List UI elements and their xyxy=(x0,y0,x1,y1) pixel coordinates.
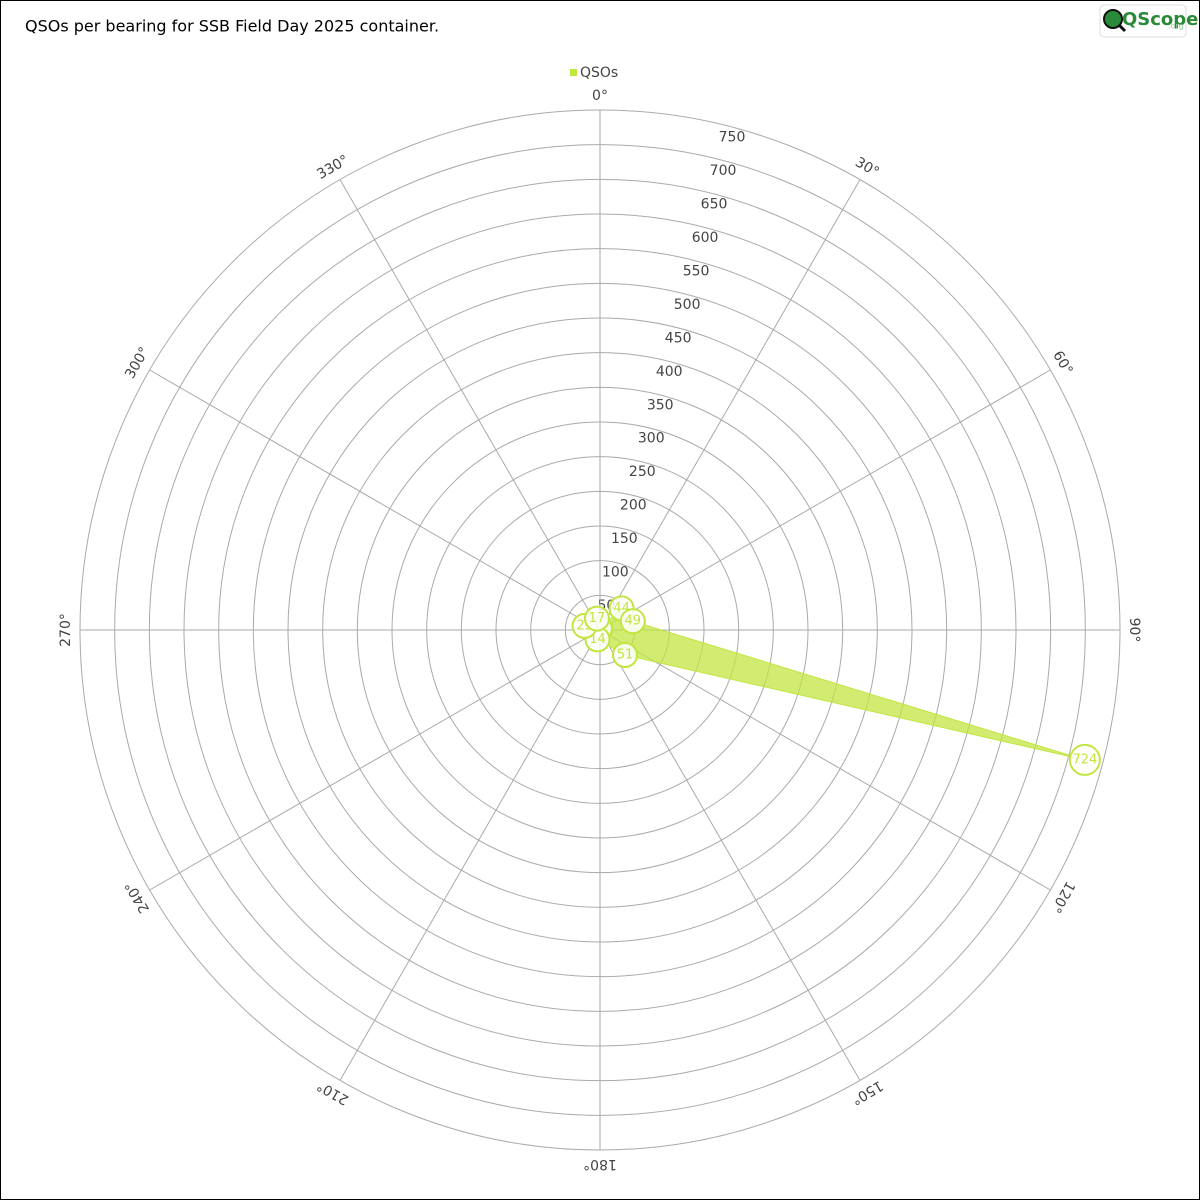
grid-spoke xyxy=(149,369,601,631)
r-tick-label: 150 xyxy=(611,531,638,547)
r-tick-label: 600 xyxy=(692,230,719,246)
data-point xyxy=(619,608,646,635)
theta-tick-label: 90° xyxy=(1126,618,1142,643)
data-label: 724 xyxy=(1072,752,1097,767)
data-point xyxy=(612,642,639,669)
grid-spoke xyxy=(599,629,861,1081)
r-tick-label: 550 xyxy=(683,263,710,279)
r-tick-label: 450 xyxy=(665,330,692,346)
data-point xyxy=(583,605,610,632)
theta-tick-label: 0° xyxy=(592,88,608,104)
grid-spoke xyxy=(339,179,601,631)
r-tick-label: 400 xyxy=(656,364,683,380)
r-tick-label: 200 xyxy=(620,498,647,514)
grid-spoke xyxy=(599,179,861,631)
theta-tick-label: 270° xyxy=(58,613,74,647)
logo: QScope .org xyxy=(1099,4,1198,38)
r-tick-label: 750 xyxy=(719,129,746,145)
theta-tick-label: 180° xyxy=(583,1156,617,1172)
r-tick-label: 100 xyxy=(602,565,629,581)
r-tick-label: 350 xyxy=(647,397,674,413)
grid-spoke xyxy=(599,369,1051,631)
r-tick-label: 500 xyxy=(674,297,701,313)
r-tick-label: 250 xyxy=(629,464,656,480)
grid-spoke xyxy=(339,629,601,1081)
r-tick-label: 650 xyxy=(701,196,728,212)
r-tick-label: 300 xyxy=(638,431,665,447)
r-tick-label: 700 xyxy=(710,163,737,179)
data-label: 49 xyxy=(625,614,642,629)
grid-spoke xyxy=(599,629,1051,891)
logo-suffix: .org xyxy=(1168,22,1184,31)
grid-spoke xyxy=(149,629,601,891)
legend-label: QSOs xyxy=(580,65,618,81)
data-point xyxy=(1068,743,1101,776)
chart-title: QSOs per bearing for SSB Field Day 2025 … xyxy=(25,17,439,36)
data-label: 17 xyxy=(589,611,606,626)
data-label: 14 xyxy=(589,632,606,647)
logo-text: QScope xyxy=(1122,9,1198,30)
legend-swatch xyxy=(570,69,577,76)
data-label: 51 xyxy=(617,648,634,663)
